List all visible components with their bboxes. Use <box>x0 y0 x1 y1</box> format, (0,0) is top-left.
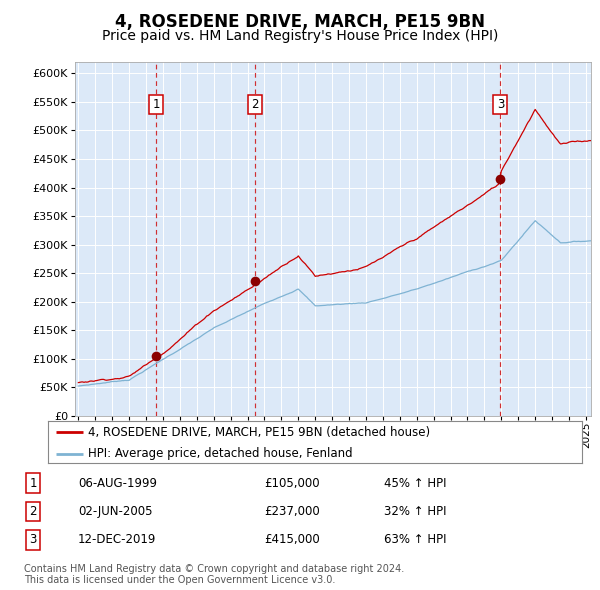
Text: HPI: Average price, detached house, Fenland: HPI: Average price, detached house, Fenl… <box>88 447 353 460</box>
Text: £237,000: £237,000 <box>264 505 320 518</box>
Text: £415,000: £415,000 <box>264 533 320 546</box>
Text: 4, ROSEDENE DRIVE, MARCH, PE15 9BN (detached house): 4, ROSEDENE DRIVE, MARCH, PE15 9BN (deta… <box>88 425 430 438</box>
Text: 4, ROSEDENE DRIVE, MARCH, PE15 9BN: 4, ROSEDENE DRIVE, MARCH, PE15 9BN <box>115 13 485 31</box>
Text: Price paid vs. HM Land Registry's House Price Index (HPI): Price paid vs. HM Land Registry's House … <box>102 29 498 43</box>
Text: 02-JUN-2005: 02-JUN-2005 <box>78 505 152 518</box>
Text: 32% ↑ HPI: 32% ↑ HPI <box>384 505 446 518</box>
Text: 1: 1 <box>152 98 160 111</box>
Text: 1: 1 <box>29 477 37 490</box>
Text: 2: 2 <box>29 505 37 518</box>
Text: 3: 3 <box>29 533 37 546</box>
Text: 06-AUG-1999: 06-AUG-1999 <box>78 477 157 490</box>
Text: 3: 3 <box>497 98 504 111</box>
Text: £105,000: £105,000 <box>264 477 320 490</box>
Text: 63% ↑ HPI: 63% ↑ HPI <box>384 533 446 546</box>
Text: Contains HM Land Registry data © Crown copyright and database right 2024.
This d: Contains HM Land Registry data © Crown c… <box>24 563 404 585</box>
Text: 12-DEC-2019: 12-DEC-2019 <box>78 533 157 546</box>
Text: 2: 2 <box>251 98 259 111</box>
Text: 45% ↑ HPI: 45% ↑ HPI <box>384 477 446 490</box>
